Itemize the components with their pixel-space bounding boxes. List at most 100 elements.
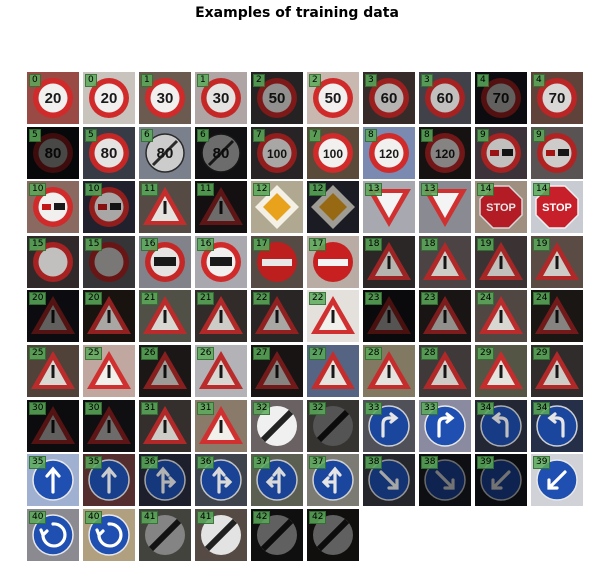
sign-text: 80 — [101, 145, 118, 162]
sign-text: 30 — [157, 90, 174, 107]
end-no-passing-image — [139, 508, 191, 561]
class-label: 3 — [421, 74, 433, 87]
sample-tile: 40 — [27, 508, 79, 561]
class-label: 4 — [477, 74, 489, 87]
end-speed-limit-80-image: 80 — [139, 126, 191, 179]
sample-tile: 29 — [475, 345, 527, 397]
traffic-signals-image — [139, 345, 191, 397]
speed-limit-30-image: 30 — [195, 72, 247, 124]
sample-tile: 32 — [307, 399, 359, 452]
sample-tile: 10 — [27, 181, 79, 234]
sample-tile: 25 — [27, 345, 79, 397]
no-overtaking-image — [475, 126, 527, 179]
no-overtaking-trucks-image — [27, 181, 79, 234]
sample-grid: 2002003013015025026036037047048058058068… — [27, 72, 583, 562]
speed-limit-70-image: 70 — [531, 72, 583, 124]
sample-tile: 28 — [419, 345, 471, 397]
class-label: 15 — [29, 237, 47, 251]
sample-tile: 16 — [195, 235, 247, 288]
sample-tile: 26 — [195, 345, 247, 397]
sample-tile: 17 — [307, 235, 359, 288]
wild-animals-crossing-image — [195, 399, 247, 452]
sample-tile: 12 — [251, 181, 303, 234]
class-label: 21 — [141, 292, 159, 306]
class-label: 37 — [309, 456, 327, 470]
sample-tile: 10 — [83, 181, 135, 234]
sample-tile: 15 — [27, 235, 79, 288]
sign-text: 50 — [325, 90, 342, 107]
class-label: 4 — [533, 74, 545, 87]
class-label: 11 — [141, 183, 159, 197]
class-label: 14 — [533, 183, 551, 197]
sign-text: 50 — [269, 90, 286, 107]
general-caution-image — [419, 235, 471, 288]
class-label: 37 — [253, 456, 271, 470]
class-label: 8 — [365, 128, 377, 142]
sample-tile: 12 — [307, 181, 359, 234]
slippery-road-image — [419, 290, 471, 343]
sample-tile: 20 0 — [83, 72, 135, 124]
sample-tile: STOP 14 — [475, 181, 527, 234]
class-label: 39 — [533, 456, 551, 470]
sample-tile: 40 — [83, 508, 135, 561]
sample-tile: 29 — [531, 345, 583, 397]
class-label: 26 — [141, 347, 159, 360]
class-label: 41 — [141, 510, 159, 524]
class-label: 1 — [141, 74, 153, 87]
class-label: 20 — [29, 292, 47, 306]
class-label: 40 — [85, 510, 103, 524]
class-label: 17 — [309, 237, 327, 251]
sample-tile: 35 — [27, 454, 79, 507]
end-all-limits-image — [251, 399, 303, 452]
sign-text: 100 — [323, 147, 343, 161]
class-label: 13 — [421, 183, 439, 197]
sign-text: 20 — [101, 90, 118, 107]
sample-tile: 39 — [475, 454, 527, 507]
sample-tile: 38 — [363, 454, 415, 507]
sample-tile: 28 — [363, 345, 415, 397]
sample-tile: 11 — [139, 181, 191, 234]
class-label: 16 — [141, 237, 159, 251]
sign-text: 60 — [381, 90, 398, 107]
speed-limit-60-image: 60 — [363, 72, 415, 124]
sample-tile: 18 — [419, 235, 471, 288]
ahead-only-image — [83, 454, 135, 507]
roundabout-mandatory-image — [83, 508, 135, 561]
figure-title: Examples of training data — [195, 5, 399, 21]
class-label: 25 — [85, 347, 103, 360]
sample-tile: 704 — [475, 72, 527, 124]
sample-tile: 38 — [419, 454, 471, 507]
class-label: 1 — [197, 74, 209, 87]
sample-tile: 50 2 — [307, 72, 359, 124]
class-label: 26 — [197, 347, 215, 360]
speed-limit-120-image: 120 — [419, 126, 471, 179]
sign-text: 120 — [379, 147, 399, 161]
sample-tile: 34 — [531, 399, 583, 452]
class-label: 12 — [253, 183, 271, 197]
class-label: 22 — [309, 292, 327, 306]
sample-tile: 39 — [531, 454, 583, 507]
class-label: 35 — [85, 456, 103, 470]
sample-tile: 36 — [195, 454, 247, 507]
children-crossing-image — [419, 345, 471, 397]
sample-tile: 805 — [27, 126, 79, 179]
class-label: 3 — [365, 74, 377, 87]
class-label: 20 — [85, 292, 103, 306]
speed-limit-120-image: 120 — [363, 126, 415, 179]
class-label: 24 — [477, 292, 495, 306]
class-label: 34 — [477, 401, 495, 415]
class-label: 15 — [85, 237, 103, 251]
class-label: 9 — [533, 128, 545, 142]
sample-tile: 33 — [363, 399, 415, 452]
sample-tile: 20 — [27, 290, 79, 343]
sample-tile: 32 — [251, 399, 303, 452]
sign-text: 60 — [437, 90, 454, 107]
class-label: 29 — [477, 347, 495, 360]
class-label: 41 — [197, 510, 215, 524]
sample-tile: 21 — [195, 290, 247, 343]
turn-left-ahead-image — [475, 399, 527, 452]
class-label: 8 — [421, 128, 433, 142]
double-curve-image — [195, 290, 247, 343]
sample-tile: 806 — [195, 126, 247, 179]
speed-limit-50-image: 50 — [307, 72, 359, 124]
